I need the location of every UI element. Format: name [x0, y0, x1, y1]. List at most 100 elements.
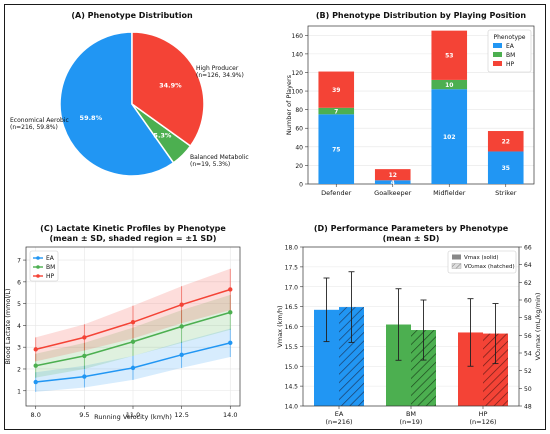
panel-b-bar-HP-1 — [374, 169, 411, 181]
panel-b-legend-swatch-HP — [493, 61, 502, 66]
panel-c-point-EA-3 — [179, 352, 184, 358]
panel-d-xtick-1: BM — [406, 410, 416, 418]
panel-d-title: (D) Performance Parameters by Phenotype — [314, 224, 509, 233]
panel-c-point-BM-2 — [130, 339, 136, 344]
panel-d-xtick-0: EA — [335, 410, 344, 418]
panel-c-legend: EA BM HP — [29, 250, 59, 282]
panel-c-point-HP-2 — [130, 319, 136, 325]
panel-c-legend-marker-BM — [36, 265, 40, 269]
pie-label-sub-2: (n=126, 34.9%) — [196, 72, 244, 79]
panel-b-data-label-EA-0: 75 — [332, 146, 340, 153]
panel-d-y2tick-7: 62 — [524, 280, 532, 287]
panel-c-ytick-1: 2 — [17, 366, 21, 373]
panel-d-ytick-0: 14.0 — [285, 404, 299, 411]
panel-b-bar-EA-1 — [374, 180, 411, 184]
panel-d-xtick-2: HP — [479, 410, 488, 418]
panel-c-xtick-0: 8.0 — [31, 411, 41, 419]
panel-d-y2tick-0: 48 — [524, 404, 532, 411]
panel-d-y2tick-3: 54 — [524, 351, 532, 358]
panel-b-ytick-0: 0 — [299, 182, 303, 189]
panel-d-ylabel: Vmax (km/h) — [276, 305, 284, 347]
panel-c-legend-label-EA: EA — [46, 255, 55, 262]
pie-pct-label-0: 59.8% — [80, 114, 103, 122]
panel-a-pie-chart: (A) Phenotype Distribution 59.8% Economica… — [10, 11, 249, 177]
panel-b-bar-EA-2 — [431, 89, 468, 184]
panel-b-stacked-bar-chart: (B) Phenotype Distribution by Playing Po… — [285, 11, 535, 197]
panel-b-xtick-3: Striker — [495, 189, 517, 197]
panel-c-point-EA-2 — [130, 365, 136, 371]
panel-b-legend-label-BM: BM — [506, 52, 515, 59]
panel-b-legend-swatch-EA — [493, 43, 502, 48]
panel-a-title: (A) Phenotype Distribution — [71, 11, 193, 20]
panel-c-ytick-3: 4 — [17, 323, 21, 330]
panel-c-point-HP-3 — [179, 302, 184, 307]
panel-c-point-BM-1 — [82, 353, 87, 359]
panel-b-xtick-0: Defender — [321, 189, 352, 197]
panel-b-title: (B) Phenotype Distribution by Playing Po… — [316, 11, 527, 20]
pie-label-1: Balanced Metabolic — [190, 154, 249, 161]
panel-c-ytick-5: 6 — [17, 279, 21, 286]
panel-d-ytick-5: 16.5 — [285, 304, 299, 311]
panel-b-ytick-1: 20 — [295, 163, 303, 170]
panel-c-legend-label-BM: BM — [46, 264, 55, 271]
panel-c-legend-marker-HP — [36, 274, 40, 278]
panel-d-ytick-8: 18.0 — [285, 245, 299, 252]
panel-d-ytick-7: 17.5 — [285, 264, 299, 271]
panel-d-y2tick-1: 50 — [524, 386, 532, 393]
panel-d-legend-label-hatched: VO₂max (hatched) — [464, 264, 515, 270]
pie-slice-0 — [59, 31, 175, 177]
panel-d-ytick-4: 16.0 — [285, 324, 299, 331]
panel-b-xtick-2: Midfielder — [433, 189, 466, 197]
panel-d-legend: Vmax (solid) VO₂max (hatched) — [447, 250, 517, 274]
panel-c-point-HP-0 — [33, 347, 38, 352]
panel-b-legend-title: Phenotype — [494, 34, 526, 41]
panel-c-ytick-0: 1 — [17, 388, 21, 395]
panel-d-y2tick-2: 52 — [524, 368, 532, 375]
panel-c-point-BM-3 — [179, 324, 184, 329]
panel-c-point-BM-4 — [228, 310, 233, 315]
panel-b-data-label-EA-2: 102 — [443, 134, 456, 141]
panel-b-bar-BM-0 — [318, 107, 355, 115]
pie-pct-label-2: 34.9% — [159, 81, 182, 89]
panel-b-ylabel: Number of Players — [285, 74, 293, 135]
panel-d-y2tick-4: 56 — [524, 333, 532, 340]
panel-c-legend-marker-EA — [36, 256, 40, 260]
panel-b-data-label-HP-2: 53 — [445, 53, 453, 60]
panel-b-data-label-HP-3: 22 — [502, 139, 510, 146]
panel-b-ytick-2: 40 — [295, 144, 303, 151]
panel-c-xlabel: Running Velocity (km/h) — [94, 413, 172, 421]
panel-b-bar-EA-0 — [318, 114, 355, 184]
panel-b-data-label-HP-0: 39 — [332, 87, 340, 94]
panel-c-ytick-4: 5 — [17, 301, 21, 308]
panel-d-y2tick-6: 60 — [524, 298, 532, 305]
panel-c-xtick-1: 9.5 — [79, 411, 89, 419]
panel-c-legend-label-HP: HP — [46, 273, 55, 280]
pie-label-sub-0: (n=216, 59.8%) — [10, 124, 58, 131]
pie-label-2: High Producer — [196, 65, 239, 72]
panel-c-xtick-2: 11.0 — [126, 411, 140, 419]
panel-c-axes-box — [25, 246, 241, 407]
panel-d-ytick-1: 14.5 — [285, 384, 299, 391]
panel-b-bar-BM-2 — [431, 79, 468, 90]
panel-b-data-label-EA-3: 35 — [502, 165, 510, 172]
panel-c-point-HP-1 — [82, 335, 87, 340]
panel-c-point-EA-0 — [33, 379, 38, 385]
figure-frame — [4, 4, 546, 430]
panel-c-ytick-2: 3 — [17, 345, 21, 352]
panel-c-point-HP-4 — [228, 287, 233, 292]
panel-d-legend-swatch-hatched — [451, 263, 462, 269]
pie-slice-2 — [131, 31, 205, 148]
panel-c-point-EA-1 — [82, 374, 87, 379]
panel-b-bar-EA-3 — [487, 151, 524, 184]
panel-b-data-label-BM-2: 10 — [445, 82, 453, 89]
panel-b-bar-HP-2 — [431, 30, 468, 80]
panel-b-ytick-3: 60 — [295, 126, 303, 133]
panel-b-ytick-4: 80 — [295, 107, 303, 114]
panel-b-bar-HP-0 — [318, 71, 355, 108]
panel-d-y2tick-8: 64 — [524, 262, 532, 269]
panel-c-xtick-4: 14.0 — [223, 411, 237, 419]
panel-b-legend-swatch-BM — [493, 52, 502, 57]
panel-d-legend-label-solid: Vmax (solid) — [464, 255, 499, 261]
panel-d-legend-swatch-solid — [452, 254, 461, 260]
